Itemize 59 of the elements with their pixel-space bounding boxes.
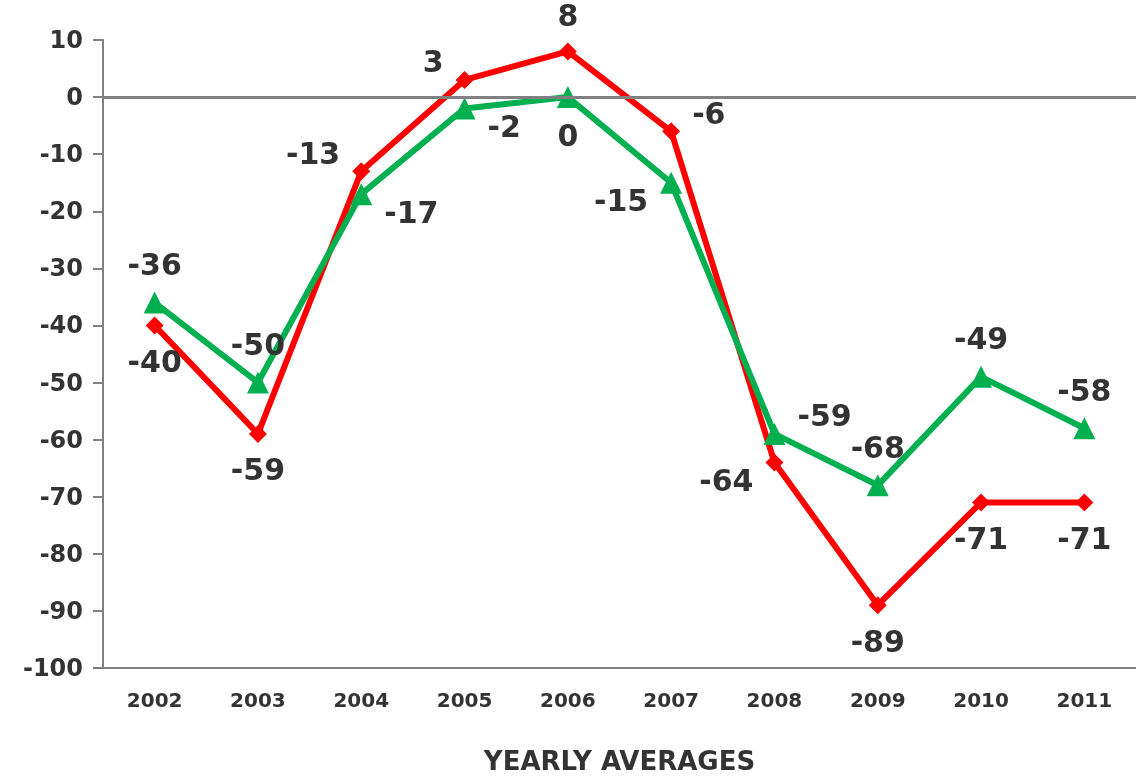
data-label: -89 (850, 623, 905, 659)
y-tick-label: -70 (39, 482, 83, 511)
data-label: -58 (1057, 372, 1112, 408)
y-tick-label: -40 (39, 311, 83, 340)
x-tick-label: 2011 (1056, 688, 1113, 712)
data-label: -6 (692, 95, 726, 131)
data-label: 0 (557, 117, 579, 153)
point (1073, 417, 1096, 440)
y-tick-label: 10 (49, 26, 83, 54)
point (765, 453, 784, 472)
y-tick-label: -30 (39, 254, 83, 283)
x-tick-label: 2007 (643, 688, 699, 712)
data-label: -71 (953, 520, 1009, 556)
data-label: -49 (953, 321, 1009, 357)
data-label: -13 (286, 135, 341, 171)
data-label: -68 (850, 429, 905, 465)
y-tick-label: -50 (39, 368, 83, 397)
data-label: -2 (487, 109, 521, 145)
x-tick-label: 2004 (333, 688, 390, 712)
point (455, 70, 474, 89)
point (246, 371, 269, 394)
point (660, 171, 683, 194)
data-label: -15 (593, 183, 649, 219)
y-tick-label: -80 (39, 539, 83, 568)
data-label: -40 (127, 343, 182, 379)
point (352, 162, 371, 181)
point (453, 97, 476, 120)
y-tick-label: -10 (39, 140, 83, 169)
point (866, 474, 889, 497)
x-tick-label: 2003 (230, 688, 286, 712)
x-tick-label: 2002 (126, 688, 183, 712)
point (662, 122, 681, 141)
point (763, 422, 786, 445)
data-label: -64 (699, 462, 754, 498)
point (350, 183, 373, 206)
x-tick-label: 2009 (849, 688, 906, 712)
point (143, 291, 166, 314)
x-tick-label: 2005 (436, 688, 493, 712)
x-tick-label: 2008 (746, 688, 803, 712)
y-tick-label: -90 (39, 596, 83, 625)
point (970, 365, 993, 388)
point (145, 316, 164, 335)
data-label: -59 (797, 398, 852, 434)
y-tick-label: -20 (39, 197, 83, 226)
y-tick-label: -100 (22, 654, 83, 682)
x-tick-label: 2006 (540, 688, 596, 712)
point (558, 42, 577, 61)
y-tick-label: 0 (66, 83, 83, 112)
y-tick-label: -60 (39, 425, 83, 454)
data-label: 3 (422, 44, 444, 80)
data-label: -17 (384, 194, 439, 230)
x-tick-label: 2010 (953, 688, 1009, 712)
point (868, 596, 887, 615)
point (248, 424, 267, 443)
data-label: -59 (230, 452, 286, 488)
data-label: -71 (1057, 520, 1112, 556)
data-label: -36 (127, 247, 182, 283)
x-axis-title: YEARLY AVERAGES (482, 746, 756, 776)
data-label: 8 (557, 0, 579, 33)
